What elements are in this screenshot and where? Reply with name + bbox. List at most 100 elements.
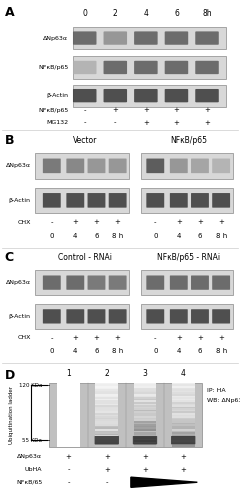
Text: -: - [84, 120, 86, 126]
FancyBboxPatch shape [95, 398, 118, 400]
FancyBboxPatch shape [172, 430, 195, 432]
FancyBboxPatch shape [43, 158, 61, 173]
Text: β-Actin: β-Actin [9, 314, 31, 319]
FancyBboxPatch shape [133, 426, 156, 428]
FancyBboxPatch shape [172, 382, 195, 384]
FancyBboxPatch shape [133, 422, 156, 424]
FancyBboxPatch shape [35, 188, 129, 213]
FancyBboxPatch shape [141, 270, 233, 295]
FancyBboxPatch shape [195, 89, 219, 102]
FancyBboxPatch shape [172, 440, 195, 442]
FancyBboxPatch shape [133, 394, 156, 396]
FancyBboxPatch shape [57, 435, 80, 437]
Text: NFκB/p65: NFκB/p65 [170, 136, 207, 145]
FancyBboxPatch shape [95, 442, 118, 444]
FancyBboxPatch shape [95, 440, 118, 442]
FancyBboxPatch shape [172, 413, 195, 414]
FancyBboxPatch shape [133, 396, 156, 397]
FancyBboxPatch shape [57, 442, 80, 444]
Text: NFκB/65: NFκB/65 [16, 480, 42, 485]
FancyBboxPatch shape [170, 158, 188, 173]
FancyBboxPatch shape [141, 153, 233, 178]
Text: +: + [204, 108, 210, 114]
FancyBboxPatch shape [66, 193, 84, 208]
FancyBboxPatch shape [172, 438, 195, 440]
FancyBboxPatch shape [133, 432, 156, 434]
FancyBboxPatch shape [146, 309, 164, 324]
FancyBboxPatch shape [172, 389, 195, 391]
FancyBboxPatch shape [133, 413, 156, 414]
Text: -: - [67, 466, 70, 472]
Text: ΔNp63α: ΔNp63α [17, 454, 42, 459]
FancyBboxPatch shape [172, 405, 195, 406]
Text: +: + [142, 454, 148, 460]
Text: +: + [66, 454, 72, 460]
FancyBboxPatch shape [95, 435, 118, 437]
FancyBboxPatch shape [195, 32, 219, 45]
FancyBboxPatch shape [133, 414, 156, 416]
FancyBboxPatch shape [95, 443, 118, 445]
FancyBboxPatch shape [172, 422, 195, 424]
FancyBboxPatch shape [57, 386, 80, 388]
Polygon shape [131, 477, 197, 488]
FancyBboxPatch shape [88, 276, 105, 290]
Text: 6: 6 [94, 233, 99, 239]
FancyBboxPatch shape [57, 424, 80, 426]
FancyBboxPatch shape [134, 61, 158, 74]
FancyBboxPatch shape [57, 388, 80, 389]
FancyBboxPatch shape [57, 396, 80, 397]
Text: +: + [197, 335, 203, 341]
Text: A: A [5, 6, 14, 19]
FancyBboxPatch shape [103, 61, 127, 74]
Text: 0: 0 [49, 233, 54, 239]
FancyBboxPatch shape [165, 32, 188, 45]
FancyBboxPatch shape [172, 426, 195, 428]
FancyBboxPatch shape [57, 394, 80, 396]
FancyBboxPatch shape [95, 404, 118, 405]
FancyBboxPatch shape [57, 418, 80, 420]
FancyBboxPatch shape [57, 410, 80, 412]
FancyBboxPatch shape [73, 27, 226, 49]
FancyBboxPatch shape [133, 411, 156, 413]
FancyBboxPatch shape [95, 386, 118, 388]
Text: 4: 4 [177, 233, 181, 239]
FancyBboxPatch shape [172, 390, 195, 392]
FancyBboxPatch shape [172, 408, 195, 410]
FancyBboxPatch shape [95, 436, 118, 438]
Text: +: + [197, 219, 203, 225]
FancyBboxPatch shape [172, 410, 195, 412]
FancyBboxPatch shape [43, 276, 61, 290]
FancyBboxPatch shape [109, 309, 126, 324]
FancyBboxPatch shape [95, 422, 118, 424]
FancyBboxPatch shape [57, 444, 80, 446]
FancyBboxPatch shape [109, 193, 126, 208]
FancyBboxPatch shape [172, 424, 195, 426]
Text: 8 h: 8 h [112, 233, 123, 239]
FancyBboxPatch shape [95, 416, 118, 418]
FancyBboxPatch shape [95, 436, 119, 444]
FancyBboxPatch shape [57, 400, 80, 402]
FancyBboxPatch shape [146, 158, 164, 173]
FancyBboxPatch shape [133, 421, 156, 422]
FancyBboxPatch shape [57, 427, 80, 429]
FancyBboxPatch shape [172, 398, 195, 400]
FancyBboxPatch shape [73, 84, 226, 106]
Text: 55 KDa: 55 KDa [22, 438, 42, 442]
FancyBboxPatch shape [57, 443, 80, 445]
Text: 1: 1 [66, 368, 71, 378]
FancyBboxPatch shape [133, 429, 156, 430]
FancyBboxPatch shape [95, 427, 118, 429]
FancyBboxPatch shape [172, 400, 195, 402]
Text: 8 h: 8 h [216, 348, 227, 354]
Text: 4: 4 [73, 348, 78, 354]
Text: CHX: CHX [17, 220, 31, 224]
FancyBboxPatch shape [172, 396, 195, 397]
Text: ΔNp63α: ΔNp63α [6, 164, 31, 168]
Text: ΔNp63α: ΔNp63α [6, 280, 31, 285]
FancyBboxPatch shape [95, 426, 118, 428]
FancyBboxPatch shape [95, 397, 118, 398]
FancyBboxPatch shape [133, 386, 156, 388]
FancyBboxPatch shape [170, 193, 188, 208]
FancyBboxPatch shape [133, 388, 156, 389]
FancyBboxPatch shape [57, 432, 80, 434]
